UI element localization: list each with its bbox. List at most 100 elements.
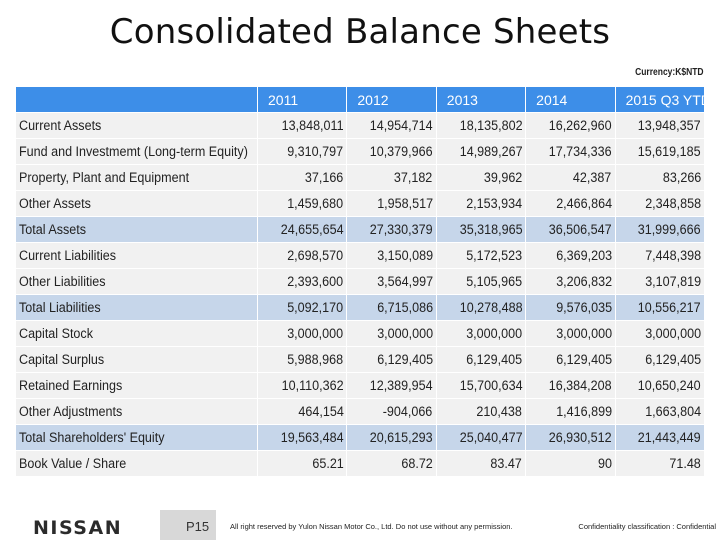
- value-text: 2,393,600: [287, 274, 344, 289]
- value-text: 39,962: [483, 170, 523, 185]
- value-cell: 6,129,405: [435, 346, 527, 373]
- value-text: 7,448,398: [645, 248, 701, 263]
- value-cell: 7,448,398: [614, 242, 705, 269]
- value-text: 35,318,965: [459, 222, 523, 237]
- value-cell: 2,698,570: [256, 242, 348, 269]
- value-cell: 3,000,000: [435, 320, 527, 347]
- value-cell: 20,615,293: [346, 424, 437, 451]
- value-text: 1,958,517: [376, 196, 433, 211]
- value-text: 10,650,240: [638, 378, 701, 393]
- value-text: 68.72: [401, 456, 433, 471]
- value-cell: 35,318,965: [435, 216, 527, 243]
- table-row: Current Assets 13,848,011 14,954,714 18,135…: [15, 112, 705, 139]
- value-text: 37,182: [394, 170, 433, 185]
- value-cell: 6,129,405: [614, 346, 705, 373]
- row-label: Other Liabilities: [15, 268, 258, 295]
- value-cell: 19,563,484: [256, 424, 348, 451]
- value-text: 14,954,714: [369, 118, 433, 133]
- value-cell: 3,000,000: [614, 320, 705, 347]
- value-text: 5,988,968: [287, 352, 344, 367]
- value-text: 18,135,802: [459, 118, 523, 133]
- value-cell: 6,715,086: [346, 294, 437, 321]
- value-cell: 37,166: [256, 164, 348, 191]
- table-row: Fund and Investmemt (Long-term Equity) 9,…: [15, 138, 705, 165]
- row-label: Property, Plant and Equipment: [15, 164, 258, 191]
- value-text: 6,129,405: [466, 352, 523, 367]
- table-row: Property, Plant and Equipment 37,166 37,18…: [15, 164, 705, 191]
- row-label-text: Other Liabilities: [19, 274, 106, 289]
- row-label-text: Book Value / Share: [19, 456, 127, 471]
- table-header-row: 2011 2012 2013 2014 2015 Q3 YTD: [15, 86, 705, 113]
- table-row: Retained Earnings 10,110,362 12,389,954 15,…: [15, 372, 705, 399]
- value-text: 37,166: [304, 170, 344, 185]
- value-text: -904,066: [383, 404, 433, 419]
- value-cell: 2,466,864: [525, 190, 616, 217]
- value-cell: 13,848,011: [256, 112, 348, 139]
- value-text: 90: [597, 456, 612, 471]
- value-cell: 3,000,000: [256, 320, 348, 347]
- value-cell: 14,954,714: [346, 112, 437, 139]
- value-text: 1,663,804: [645, 404, 701, 419]
- row-label-text: Fund and Investmemt (Long-term Equity): [19, 144, 248, 159]
- value-text: 1,416,899: [555, 404, 612, 419]
- value-text: 9,310,797: [287, 144, 344, 159]
- column-header: 2015 Q3 YTD: [614, 86, 705, 113]
- column-header: 2012: [346, 86, 437, 113]
- value-text: 10,379,966: [369, 144, 433, 159]
- value-cell: 15,700,634: [435, 372, 527, 399]
- value-cell: 6,129,405: [525, 346, 616, 373]
- value-text: 3,107,819: [645, 274, 701, 289]
- row-label: Capital Surplus: [15, 346, 258, 373]
- value-cell: 1,958,517: [346, 190, 437, 217]
- value-text: 31,999,666: [638, 222, 701, 237]
- value-text: 10,110,362: [281, 378, 344, 393]
- value-text: 13,948,357: [638, 118, 701, 133]
- row-label-text: Total Assets: [19, 222, 87, 237]
- value-text: 3,206,832: [555, 274, 612, 289]
- value-text: 464,154: [297, 404, 344, 419]
- value-cell: 14,989,267: [435, 138, 527, 165]
- value-cell: 71.48: [614, 450, 705, 477]
- value-cell: 5,105,965: [435, 268, 527, 295]
- value-cell: -904,066: [346, 398, 437, 425]
- value-text: 12,389,954: [369, 378, 433, 393]
- row-label-text: Current Assets: [19, 118, 102, 133]
- value-cell: 27,330,379: [346, 216, 437, 243]
- value-cell: 12,389,954: [346, 372, 437, 399]
- value-cell: 6,369,203: [525, 242, 616, 269]
- value-cell: 9,310,797: [256, 138, 348, 165]
- row-label: Total Assets: [15, 216, 258, 243]
- value-cell: 6,129,405: [346, 346, 437, 373]
- total-row: Total Shareholders' Equity 19,563,484 20,6…: [15, 424, 705, 451]
- value-cell: 2,393,600: [256, 268, 348, 295]
- value-text: 17,734,336: [548, 144, 612, 159]
- value-text: 65.21: [311, 456, 344, 471]
- total-row: Total Liabilities 5,092,170 6,715,086 10,27…: [15, 294, 705, 321]
- table-row: Book Value / Share 65.21 68.72 83.47 90 71.48: [15, 450, 705, 477]
- table-row: Current Liabilities 2,698,570 3,150,089 5,1…: [15, 242, 705, 269]
- value-text: 3,150,089: [376, 248, 433, 263]
- column-header: 2014: [525, 86, 616, 113]
- value-cell: 25,040,477: [435, 424, 527, 451]
- row-label-text: Other Adjustments: [19, 404, 123, 419]
- row-label-text: Total Shareholders' Equity: [19, 430, 165, 445]
- value-cell: 10,650,240: [614, 372, 705, 399]
- row-label: Other Adjustments: [15, 398, 258, 425]
- row-label: Book Value / Share: [15, 450, 258, 477]
- value-cell: 3,107,819: [614, 268, 705, 295]
- value-cell: 16,384,208: [525, 372, 616, 399]
- value-text: 3,000,000: [376, 326, 433, 341]
- value-cell: 10,556,217: [614, 294, 705, 321]
- table-row: Capital Surplus 5,988,968 6,129,405 6,129,4…: [15, 346, 705, 373]
- value-cell: 10,278,488: [435, 294, 527, 321]
- value-text: 15,700,634: [459, 378, 523, 393]
- value-text: 19,563,484: [280, 430, 344, 445]
- value-cell: 24,655,654: [256, 216, 348, 243]
- value-text: 83.47: [490, 456, 523, 471]
- row-label: Current Liabilities: [15, 242, 258, 269]
- table-row: Other Assets 1,459,680 1,958,517 2,153,934 2…: [15, 190, 705, 217]
- currency-note: Currency:K$NTD: [635, 67, 704, 78]
- value-text: 20,615,293: [369, 430, 433, 445]
- confidentiality-note: Confidentiality classification : Confide…: [578, 522, 716, 531]
- value-text: 42,387: [573, 170, 612, 185]
